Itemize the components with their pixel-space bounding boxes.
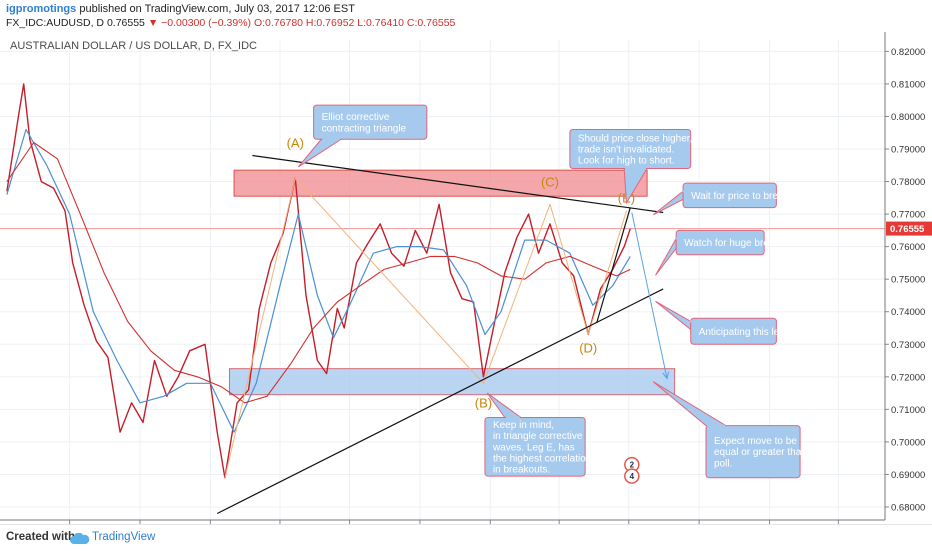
resistance-zone (233, 169, 648, 197)
published-text: published on TradingView.com, July 03, 2… (76, 3, 355, 15)
last-price-tag (886, 221, 932, 236)
price-chart[interactable]: (A)(B)(C)(D)(E) Elliot correctivecontrac… (0, 32, 932, 524)
event-badge-label: 2 (630, 461, 635, 470)
y-tick-label: 0.75000 (891, 275, 925, 286)
y-tick-label: 0.78000 (891, 177, 925, 188)
y-tick-label: 0.73000 (891, 340, 925, 351)
y-tick-label: 0.74000 (891, 307, 925, 318)
callout-text: Anticipating this leg (699, 327, 785, 338)
y-tick-label: 0.80000 (891, 112, 925, 123)
last-price: 0.76555 (106, 17, 145, 29)
chart-header: igpromotings published on TradingView.co… (0, 0, 932, 33)
axes: 0.82000 0.81000 0.80000 0.79000 0.78000 0.770… (0, 32, 932, 524)
callout-box (675, 229, 765, 256)
callout-box (682, 182, 777, 209)
ohlc-values: O:0.76780 H:0.76952 L:0.76410 C:0.76555 (253, 17, 456, 29)
event-badge-label: 4 (630, 472, 635, 481)
tradingview-cloud-icon (70, 532, 90, 550)
projection-arrowhead (662, 371, 670, 380)
symbol-label: FX_IDC:AUDUSD, D (6, 17, 105, 29)
callout-text: equal or greater than (714, 447, 807, 458)
wave-label: (D) (579, 340, 597, 355)
series (6, 83, 631, 479)
callout-text: the highest correlation (493, 453, 591, 464)
footer: Created with TradingView (0, 524, 932, 551)
support-trendline (216, 288, 664, 515)
price-change: ▼ −0.00300 (−0.39%) (147, 17, 252, 29)
publish-line: igpromotings published on TradingView.co… (6, 3, 355, 15)
symbol-line: FX_IDC:AUDUSD, D 0.76555 ▼ −0.00300 (−0.… (6, 17, 455, 29)
y-tick-label: 0.77000 (891, 210, 925, 221)
callout-text: Look for high to short. (578, 156, 675, 167)
wave-label: (C) (541, 174, 559, 189)
sma-fast-series (6, 128, 631, 433)
callout-box (705, 425, 801, 479)
callout-text: Watch for huge breakout (684, 238, 793, 249)
callout-text: contracting triangle (322, 123, 407, 134)
callout-text: Wait for price to break flag (691, 191, 807, 202)
callout-text: trade isn't invalidated. (578, 145, 674, 156)
callout-text: in triangle corrective (493, 431, 583, 442)
tradingview-link[interactable]: TradingView (92, 531, 156, 543)
callout-text: poll. (714, 458, 732, 469)
y-tick-label: 0.71000 (891, 405, 925, 416)
projection-arrow (631, 212, 668, 379)
y-tick-label: 0.69000 (891, 470, 925, 481)
callout-text: Keep in mind, (493, 420, 554, 431)
callout-box (690, 317, 777, 345)
callout-text: waves. Leg E, has (492, 442, 575, 453)
created-with-label: Created with (6, 531, 76, 543)
callout-text: Elliot corrective (322, 112, 390, 123)
support-zone (228, 368, 676, 396)
callout-text: in breakouts. (493, 465, 550, 476)
price-series (6, 83, 631, 479)
wave-label: (A) (287, 135, 304, 150)
chart-title: AUSTRALIAN DOLLAR / US DOLLAR, D, FX_IDC (10, 40, 257, 52)
resistance-trendline (252, 154, 664, 214)
callout-box (313, 104, 428, 140)
y-tick-label: 0.70000 (891, 437, 925, 448)
wave-e-trendline (596, 207, 631, 324)
y-tick-label: 0.72000 (891, 372, 925, 383)
wave-path (224, 177, 627, 478)
trendlines (216, 154, 670, 515)
callout-text: Expect move to be (714, 436, 797, 447)
author-link[interactable]: igpromotings (6, 3, 77, 15)
sma-slow-series (6, 141, 631, 404)
callout-box (484, 416, 586, 477)
wave-label: (B) (475, 396, 492, 411)
callout-text: Should price close higher, (578, 133, 693, 144)
event-badges[interactable]: 24 (624, 456, 640, 484)
y-tick-label: 0.82000 (891, 47, 925, 58)
y-tick-label: 0.68000 (891, 502, 925, 513)
price-zones (228, 169, 676, 396)
event-badge-icon (624, 468, 640, 484)
y-tick-label: 0.76000 (891, 242, 925, 253)
y-tick-label: 0.79000 (891, 145, 925, 156)
y-tick-label: 0.81000 (891, 79, 925, 90)
last-price-tag-label: 0.76555 (890, 224, 925, 235)
